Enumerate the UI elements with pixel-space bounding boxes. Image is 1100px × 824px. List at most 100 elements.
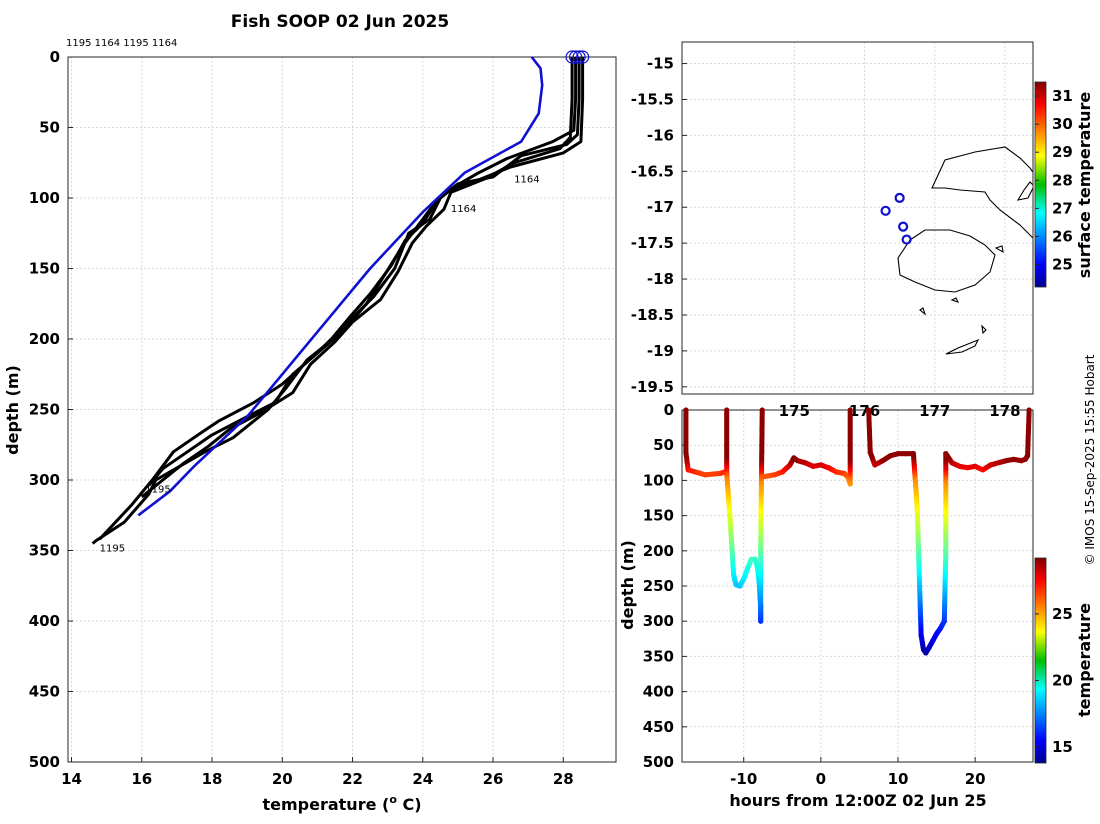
section-colorbar	[1034, 557, 1047, 764]
profile-label: 1195	[145, 484, 170, 495]
map-colorbar-tick-label: 27	[1052, 199, 1073, 217]
section-tick-label-y: 450	[643, 718, 674, 736]
track-point	[880, 205, 891, 216]
tick-label-x: 28	[553, 770, 574, 788]
tick-label-y: 300	[29, 471, 60, 489]
map-tick-label-y: -19	[647, 342, 674, 360]
tick-label-y: 100	[29, 189, 60, 207]
section-tick-label-y: 400	[643, 683, 674, 701]
profile-ylabel: depth (m)	[3, 365, 22, 455]
profile-grid	[68, 56, 616, 763]
tick-label-x: 26	[483, 770, 504, 788]
map-colorbar-tick-label: 28	[1052, 171, 1073, 189]
profile-title: Fish SOOP 02 Jun 2025	[231, 12, 449, 32]
coastline-kadavu	[945, 338, 980, 355]
map-colorbar-tick-label: 31	[1052, 87, 1073, 105]
tick-label-y: 0	[50, 48, 60, 66]
tick-label-y: 250	[29, 401, 60, 419]
climatology-line	[137, 56, 544, 517]
section-colorbar-tick-label: 25	[1052, 605, 1073, 623]
profile-ticks: 14 16 18 20 22 24 26 28 0 50 100 150 200 250 300 350 400…	[29, 48, 574, 788]
map-colorbar-tick-label: 30	[1052, 115, 1073, 133]
tick-label-y: 50	[39, 119, 60, 137]
map-tick-label-x: 177	[919, 402, 950, 420]
coastline-vanua-levu	[931, 146, 1033, 239]
coastline-islet-d	[994, 245, 1004, 254]
tick-label-y: 200	[29, 330, 60, 348]
map-tick-label-y: -18	[647, 270, 674, 288]
tick-label-y: 450	[29, 683, 60, 701]
map-colorbar-tick-label: 25	[1052, 256, 1073, 274]
profile-line-1195	[91, 57, 581, 545]
surface-marker	[576, 50, 590, 64]
profile-line-1164	[140, 57, 574, 499]
map-coastline	[897, 146, 1033, 355]
profile-line-1195	[98, 57, 578, 541]
map-colorbar-tick-label: 26	[1052, 227, 1073, 245]
tick-label-x: 24	[412, 770, 433, 788]
section-tick-label-y: 500	[643, 753, 674, 771]
section-colorbar-tick-label: 20	[1052, 671, 1073, 689]
coastline-islet-a	[981, 324, 987, 335]
map-tick-label-x: 175	[779, 402, 810, 420]
watermark-text: © IMOS 15-Sep-2025 15:55 Hobart	[1083, 354, 1097, 565]
tick-label-y: 350	[29, 542, 60, 560]
section-tick-label-y: 350	[643, 647, 674, 665]
surface-marker	[572, 50, 586, 64]
map-colorbar-ticks: 25 26 27 28 29 30 31	[1035, 87, 1073, 274]
section-tick-label-y: 200	[643, 542, 674, 560]
section-ylabel: depth (m)	[618, 540, 637, 630]
section-tick-label-x: 0	[816, 770, 826, 788]
section-tick-label-y: 150	[643, 507, 674, 525]
tick-label-x: 22	[342, 770, 363, 788]
section-point	[759, 407, 765, 413]
map-tick-label-x: 176	[849, 402, 880, 420]
section-tick-label-y: 300	[643, 612, 674, 630]
tick-label-x: 18	[202, 770, 223, 788]
section-tick-label-x: 10	[888, 770, 909, 788]
map-tick-label-x: 178	[989, 402, 1020, 420]
coastline-taveuni	[1016, 181, 1033, 201]
tick-label-x: 16	[131, 770, 152, 788]
map-grid	[682, 42, 1033, 394]
map-tick-label-y: -16	[647, 126, 674, 144]
section-xlabel: hours from 12:00Z 02 Jun 25	[729, 791, 986, 810]
map-colorbar-tick-label: 29	[1052, 143, 1073, 161]
map-tick-label-y: -16.5	[631, 162, 674, 180]
map-colorbar	[1034, 81, 1047, 288]
map-tick-label-y: -18.5	[631, 306, 674, 324]
section-tick-label-y: 100	[643, 471, 674, 489]
tick-label-x: 20	[272, 770, 293, 788]
section-tick-label-x: 20	[965, 770, 986, 788]
surface-marker	[565, 50, 579, 64]
track-point	[894, 192, 905, 203]
map-colorbar-label: surface temperature	[1075, 92, 1094, 279]
map-tick-label-y: -17	[647, 198, 674, 216]
tick-label-x: 14	[61, 770, 82, 788]
map-track-points	[880, 192, 912, 245]
section-point	[1026, 407, 1032, 413]
coastline-viti-levu	[897, 229, 996, 293]
coastline-islet-c	[919, 307, 927, 316]
tick-label-y: 500	[29, 753, 60, 771]
section-colorbar-ticks: 15 20 25	[1035, 605, 1073, 756]
surface-marker	[569, 50, 583, 64]
section-colorbar-tick-label: 15	[1052, 738, 1073, 756]
map-tick-label-y: -15	[647, 55, 674, 73]
section-point	[847, 407, 853, 413]
profile-label: 1164	[514, 174, 539, 185]
map-tick-label-y: -15.5	[631, 90, 674, 108]
track-point	[898, 221, 909, 232]
profile-label: 1164	[451, 204, 476, 215]
track-point	[901, 234, 912, 245]
map-ticks: 175 176 177 178 -15 -15.5 -16 -16.5 -17 -17.5 -18 -…	[631, 55, 1021, 420]
map-tick-label-y: -17.5	[631, 234, 674, 252]
section-tick-label-x: -10	[730, 770, 757, 788]
profile-point-labels: 1164 1195 1195 1164	[100, 174, 540, 554]
coastline-islet-b	[950, 297, 960, 303]
section-profile-points	[683, 407, 1032, 656]
profile-label: 1195	[100, 544, 125, 555]
section-tick-label-y: 0	[664, 401, 674, 419]
